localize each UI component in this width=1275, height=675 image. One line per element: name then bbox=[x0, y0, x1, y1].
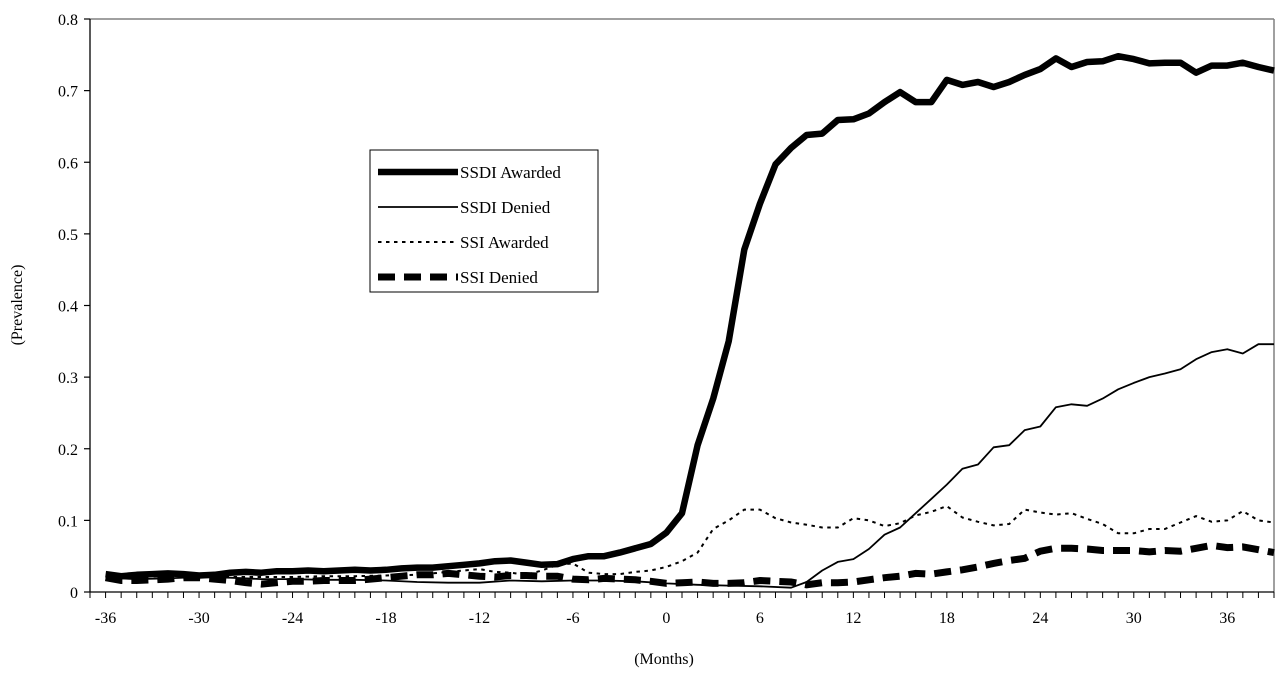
x-tick-label: -12 bbox=[469, 610, 490, 627]
x-tick-label: -18 bbox=[375, 610, 396, 627]
y-tick-label: 0.4 bbox=[58, 299, 78, 316]
series-line-ssi-awarded bbox=[105, 505, 1275, 578]
x-tick-label: 0 bbox=[662, 610, 670, 627]
x-tick-label: 30 bbox=[1126, 610, 1142, 627]
x-tick-label: 12 bbox=[845, 610, 861, 627]
y-tick-label: 0.2 bbox=[58, 442, 78, 459]
y-tick-label: 0.8 bbox=[58, 12, 78, 29]
legend-label-ssdi-denied: SSDI Denied bbox=[460, 198, 551, 217]
y-tick-label: 0.1 bbox=[58, 513, 78, 530]
y-tick-label: 0.6 bbox=[58, 155, 78, 172]
y-tick-label: 0 bbox=[70, 585, 78, 602]
series-line-ssdi-awarded bbox=[105, 52, 1275, 580]
axes: 0 0.1 0.2 0.3 0.4 0.5 0.6 0.7 0.8 -36 -30 -24 -18 -12… bbox=[58, 12, 1275, 627]
x-tick-label: 18 bbox=[939, 610, 955, 627]
x-axis-title: (Months) bbox=[634, 651, 694, 668]
legend-label-ssdi-awarded: SSDI Awarded bbox=[460, 163, 561, 182]
y-tick-label: 0.7 bbox=[58, 84, 78, 101]
x-tick-label: -30 bbox=[188, 610, 209, 627]
y-axis-title: (Prevalence) bbox=[9, 265, 26, 346]
x-tick-label: 24 bbox=[1032, 610, 1048, 627]
x-tick-label: -36 bbox=[95, 610, 116, 627]
x-tick-label: 36 bbox=[1219, 610, 1235, 627]
series-layer bbox=[104, 52, 1275, 589]
y-tick-label: 0.3 bbox=[58, 370, 78, 387]
legend-label-ssi-denied: SSI Denied bbox=[460, 268, 538, 287]
x-tick-label: -24 bbox=[282, 610, 303, 627]
x-tick-label: -6 bbox=[566, 610, 579, 627]
y-tick-label: 0.5 bbox=[58, 227, 78, 244]
legend-label-ssi-awarded: SSI Awarded bbox=[460, 233, 549, 252]
legend: SSDI Awarded SSDI Denied SSI Awarded SSI De… bbox=[369, 149, 599, 293]
series-line-ssi-denied bbox=[104, 541, 1275, 589]
x-tick-label: 6 bbox=[756, 610, 764, 627]
